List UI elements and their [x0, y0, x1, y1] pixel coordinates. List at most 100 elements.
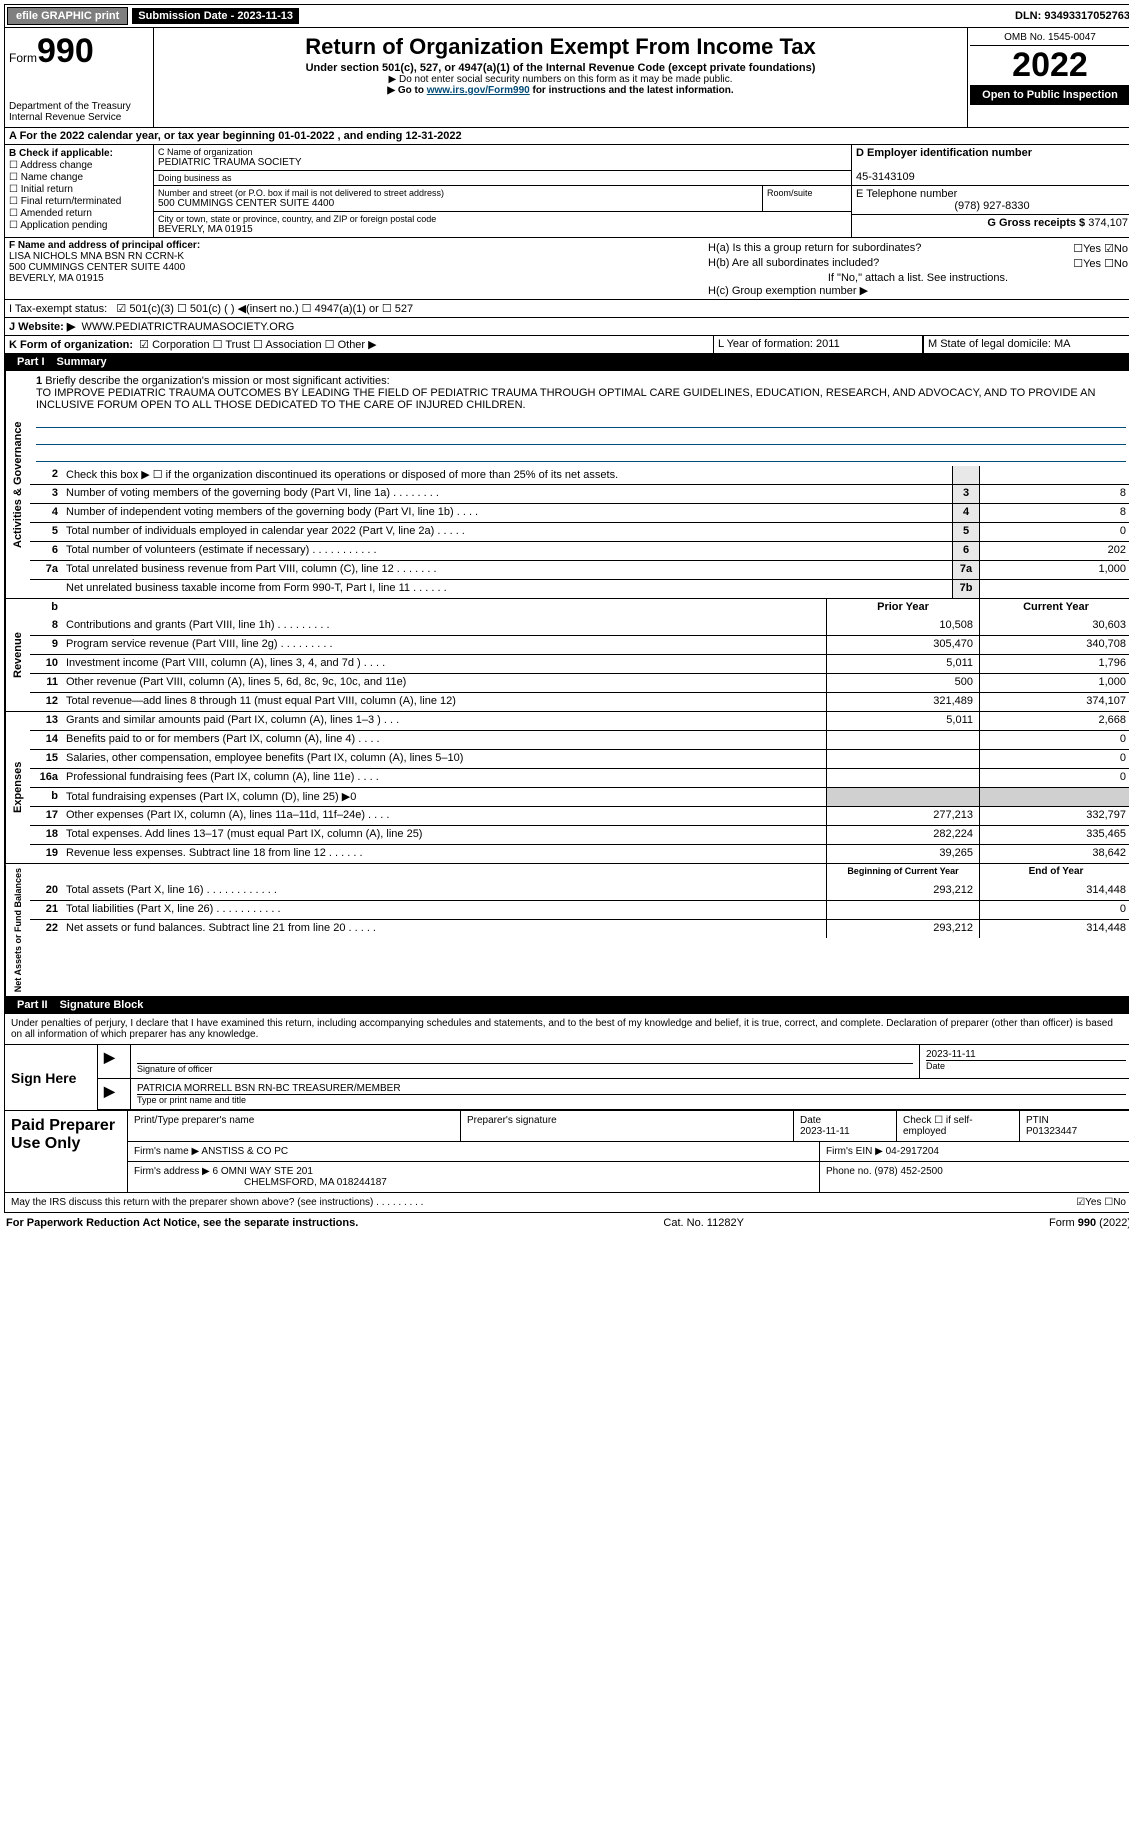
sig-arrow-2: ▶	[98, 1079, 131, 1109]
room-label: Room/suite	[767, 188, 847, 198]
end-year-hdr: End of Year	[979, 864, 1129, 882]
website-label: J Website: ▶	[9, 321, 75, 333]
irs-link[interactable]: www.irs.gov/Form990	[427, 85, 530, 96]
data-line: 12Total revenue—add lines 8 through 11 (…	[30, 692, 1129, 711]
data-line: 20Total assets (Part X, line 16) . . . .…	[30, 882, 1129, 900]
hb-note: If "No," attach a list. See instructions…	[708, 272, 1128, 284]
block-bcd: B Check if applicable: ☐ Address change …	[4, 145, 1129, 238]
form-header: Form990 Department of the Treasury Inter…	[4, 28, 1129, 128]
data-line: 17Other expenses (Part IX, column (A), l…	[30, 806, 1129, 825]
state-domicile: M State of legal domicile: MA	[923, 336, 1129, 354]
hb-answer: ☐Yes ☐No	[1073, 257, 1128, 270]
year-formation: L Year of formation: 2011	[713, 336, 923, 354]
mission-text: TO IMPROVE PEDIATRIC TRAUMA OUTCOMES BY …	[36, 387, 1095, 411]
expenses-block: Expenses 13Grants and similar amounts pa…	[4, 712, 1129, 864]
row-fh: F Name and address of principal officer:…	[4, 238, 1129, 300]
firm-phone-label: Phone no.	[826, 1166, 872, 1177]
org-name-label: C Name of organization	[158, 147, 847, 157]
col-d-ids: D Employer identification number 45-3143…	[851, 145, 1129, 237]
sig-date-label: Date	[926, 1060, 1126, 1071]
chk-initial-return[interactable]: ☐ Initial return	[9, 184, 149, 195]
part-2-header: Part II Signature Block	[4, 997, 1129, 1014]
gov-line: 7aTotal unrelated business revenue from …	[30, 560, 1129, 579]
row-i-tax-status: I Tax-exempt status: ☑ 501(c)(3) ☐ 501(c…	[4, 300, 1129, 318]
chk-amended[interactable]: ☐ Amended return	[9, 208, 149, 219]
activities-governance-block: Activities & Governance 1 Briefly descri…	[4, 371, 1129, 599]
chk-final-return[interactable]: ☐ Final return/terminated	[9, 196, 149, 207]
row-j-website: J Website: ▶ WWW.PEDIATRICTRAUMASOCIETY.…	[4, 318, 1129, 336]
gov-line: 6Total number of volunteers (estimate if…	[30, 541, 1129, 560]
form-org-opts: ☑ Corporation ☐ Trust ☐ Association ☐ Ot…	[139, 339, 376, 351]
firm-name: ANSTISS & CO PC	[201, 1146, 288, 1157]
sig-intro: Under penalties of perjury, I declare th…	[5, 1014, 1129, 1045]
hb-label: H(b) Are all subordinates included?	[708, 257, 879, 270]
ein-label: D Employer identification number	[856, 147, 1032, 159]
current-year-hdr: Current Year	[979, 599, 1129, 617]
top-bar: efile GRAPHIC print Submission Date - 20…	[4, 4, 1129, 28]
dept-treasury: Department of the Treasury	[9, 101, 149, 112]
col-b-header: B Check if applicable:	[9, 148, 113, 159]
discuss-answer: ☑Yes ☐No	[970, 1193, 1129, 1212]
footer-center: Cat. No. 11282Y	[663, 1217, 744, 1229]
prior-year-hdr: Prior Year	[826, 599, 979, 617]
gov-line: 2Check this box ▶ ☐ if the organization …	[30, 466, 1129, 484]
dba-label: Doing business as	[158, 173, 847, 183]
efile-badge: efile GRAPHIC print	[7, 7, 128, 25]
sig-name: PATRICIA MORRELL BSN RN-BC TREASURER/MEM…	[137, 1083, 1126, 1094]
form-number: 990	[37, 32, 94, 70]
page-footer: For Paperwork Reduction Act Notice, see …	[4, 1213, 1129, 1233]
discuss-question: May the IRS discuss this return with the…	[5, 1193, 970, 1212]
paid-preparer-label: Paid Preparer Use Only	[5, 1111, 128, 1192]
form-org-label: K Form of organization:	[9, 339, 133, 351]
data-line: 15Salaries, other compensation, employee…	[30, 749, 1129, 768]
prep-selfemp: Check ☐ if self-employed	[897, 1111, 1020, 1141]
vtab-expenses: Expenses	[5, 712, 30, 863]
chk-address-change[interactable]: ☐ Address change	[9, 160, 149, 171]
org-name: PEDIATRIC TRAUMA SOCIETY	[158, 157, 847, 168]
officer-addr: 500 CUMMINGS CENTER SUITE 4400	[9, 262, 185, 273]
tel-value: (978) 927-8330	[856, 200, 1128, 212]
form-subtitle: Under section 501(c), 527, or 4947(a)(1)…	[158, 62, 963, 74]
addr-label: Number and street (or P.O. box if mail i…	[158, 188, 758, 198]
chk-name-change[interactable]: ☐ Name change	[9, 172, 149, 183]
hc-label: H(c) Group exemption number ▶	[708, 284, 1128, 297]
data-line: 22Net assets or fund balances. Subtract …	[30, 919, 1129, 938]
firm-ein: 04-2917204	[886, 1146, 939, 1157]
part-1-header: Part I Summary	[4, 354, 1129, 371]
firm-ein-label: Firm's EIN ▶	[826, 1146, 883, 1157]
gov-line: 4Number of independent voting members of…	[30, 503, 1129, 522]
tax-status-label: I Tax-exempt status:	[9, 303, 107, 315]
begin-year-hdr: Beginning of Current Year	[826, 864, 979, 882]
data-line: 9Program service revenue (Part VIII, lin…	[30, 635, 1129, 654]
two-col-header: b Prior Year Current Year	[30, 599, 1129, 617]
goto-note: ▶ Go to www.irs.gov/Form990 for instruct…	[158, 85, 963, 96]
prep-date: 2023-11-11	[800, 1126, 850, 1137]
ssn-note: ▶ Do not enter social security numbers o…	[158, 74, 963, 85]
footer-left: For Paperwork Reduction Act Notice, see …	[6, 1217, 358, 1229]
row-klm: K Form of organization: ☑ Corporation ☐ …	[4, 336, 1129, 354]
chk-app-pending[interactable]: ☐ Application pending	[9, 220, 149, 231]
data-line: 11Other revenue (Part VIII, column (A), …	[30, 673, 1129, 692]
net-header: Beginning of Current Year End of Year	[30, 864, 1129, 882]
form-title: Return of Organization Exempt From Incom…	[158, 34, 963, 60]
vtab-revenue: Revenue	[5, 599, 30, 711]
goto-post: for instructions and the latest informat…	[530, 85, 734, 96]
officer-label: F Name and address of principal officer:	[9, 240, 200, 251]
data-line: 21Total liabilities (Part X, line 26) . …	[30, 900, 1129, 919]
gross-label: G Gross receipts $	[987, 217, 1085, 229]
data-line: 14Benefits paid to or for members (Part …	[30, 730, 1129, 749]
part-2-num: Part II	[11, 999, 54, 1011]
line-1-num: 1	[36, 375, 42, 387]
data-line: 8Contributions and grants (Part VIII, li…	[30, 617, 1129, 635]
revenue-block: Revenue b Prior Year Current Year 8Contr…	[4, 599, 1129, 712]
part-2-title: Signature Block	[60, 999, 144, 1011]
sig-officer-label: Signature of officer	[137, 1063, 913, 1074]
part-1-num: Part I	[11, 356, 51, 368]
ha-answer: ☐Yes ☑No	[1073, 242, 1128, 255]
vtab-netassets: Net Assets or Fund Balances	[5, 864, 30, 996]
ha-label: H(a) Is this a group return for subordin…	[708, 242, 921, 255]
officer-name: LISA NICHOLS MNA BSN RN CCRN-K	[9, 251, 184, 262]
prep-date-hdr: Date	[800, 1115, 821, 1126]
data-line: 16aProfessional fundraising fees (Part I…	[30, 768, 1129, 787]
netassets-block: Net Assets or Fund Balances Beginning of…	[4, 864, 1129, 997]
